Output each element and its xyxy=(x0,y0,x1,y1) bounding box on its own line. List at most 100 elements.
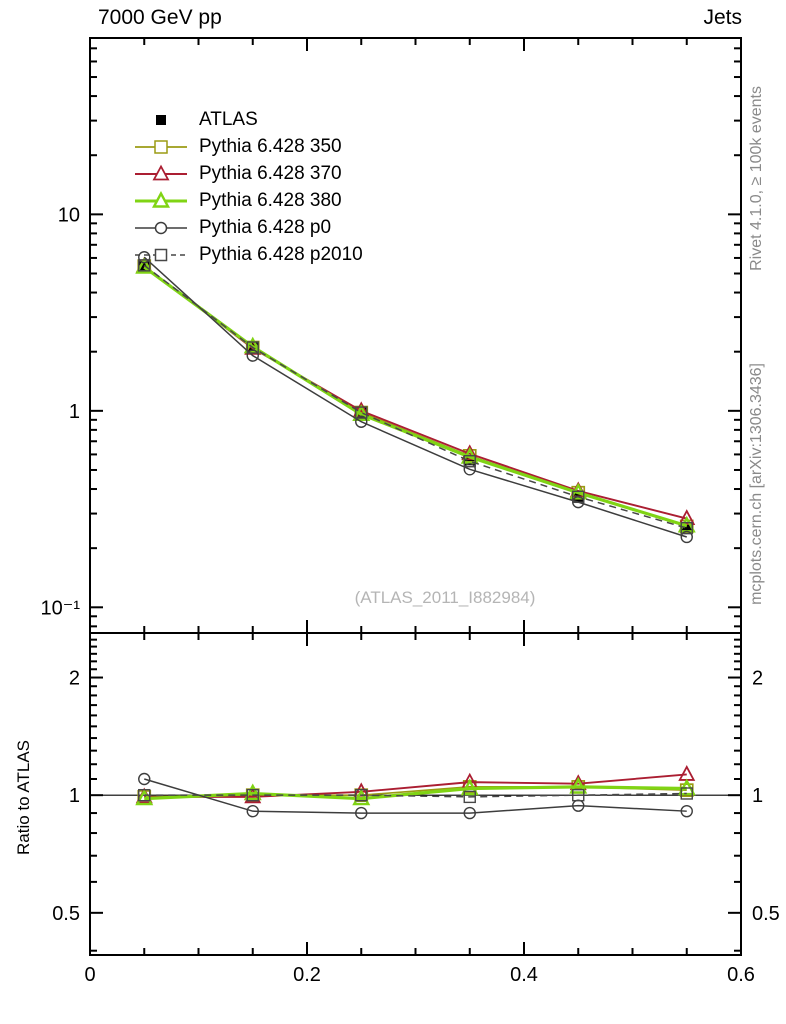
data-marker-square-open xyxy=(680,521,693,535)
data-marker-triangle-open xyxy=(678,765,696,781)
legend-item-pythia-6-428-350: Pythia 6.428 350 xyxy=(133,133,363,160)
data-marker-square-filled xyxy=(464,455,475,466)
legend-marker-icon xyxy=(135,164,187,180)
series-line-main xyxy=(143,256,687,538)
analysis-watermark: (ATLAS_2011_I882984) xyxy=(354,588,536,607)
ratio-axis-label: Ratio to ATLAS xyxy=(12,700,36,895)
data-marker-circle-open xyxy=(572,495,585,509)
legend-item-pythia-6-428-370: Pythia 6.428 370 xyxy=(133,160,363,187)
series-line-main xyxy=(143,265,688,528)
data-marker-circle-open xyxy=(246,804,259,818)
data-marker-triangle-open xyxy=(569,776,588,794)
data-marker-triangle-open xyxy=(244,338,262,355)
series-line-ratio xyxy=(144,773,687,798)
data-marker-circle-open xyxy=(680,530,693,544)
data-marker-triangle-open xyxy=(678,509,696,525)
data-marker-square-filled xyxy=(681,524,692,535)
data-marker-square-open xyxy=(355,406,368,419)
data-marker-triangle-open xyxy=(352,788,371,806)
data-marker-circle-open xyxy=(463,806,476,820)
data-marker-circle-open xyxy=(246,349,259,362)
data-marker-circle-open xyxy=(572,799,585,812)
legend-marker-icon xyxy=(135,139,187,154)
data-marker-triangle-open xyxy=(243,336,262,354)
series-pythia-6-428-p2010 xyxy=(138,259,693,804)
data-marker-square-open xyxy=(137,790,152,804)
x-tick-label: 0.2 xyxy=(293,964,321,986)
data-marker-square-open xyxy=(246,341,259,354)
series-line-ratio xyxy=(144,785,687,801)
data-marker-square-open xyxy=(245,340,260,355)
ratio-y-tick-label-left: 2 xyxy=(69,668,80,690)
legend-item-atlas: ATLAS xyxy=(133,106,363,133)
data-marker-triangle-open xyxy=(243,783,262,801)
beam-title: 7000 GeV pp xyxy=(98,6,222,29)
data-marker-square-open xyxy=(354,788,369,803)
data-marker-triangle-open xyxy=(569,774,587,791)
data-marker-circle-open xyxy=(355,806,368,820)
legend-label: Pythia 6.428 380 xyxy=(199,189,342,211)
ratio-axis-label-text: Ratio to ATLAS xyxy=(14,740,33,855)
series-line-ratio xyxy=(144,778,687,814)
ratio-y-tick-label-left: 0.5 xyxy=(52,903,80,925)
data-marker-square-open xyxy=(463,455,476,468)
ratio-panel-frame xyxy=(89,632,742,956)
data-marker-square-open xyxy=(154,248,168,261)
legend-label: Pythia 6.428 p0 xyxy=(199,216,332,238)
data-marker-square-filled xyxy=(156,114,166,125)
data-marker-square-open xyxy=(462,780,477,794)
series-line-main xyxy=(143,265,687,520)
data-marker-square-open xyxy=(571,485,586,500)
data-marker-square-filled xyxy=(247,342,258,353)
data-marker-square-open xyxy=(571,780,586,794)
mcplots-arxiv-text: mcplots.cern.ch [arXiv:1306.3436] xyxy=(748,363,765,605)
legend-marker-icon xyxy=(135,248,187,261)
data-marker-square-open xyxy=(572,490,585,504)
legend-label: Pythia 6.428 p2010 xyxy=(199,243,363,265)
data-marker-triangle-open xyxy=(135,788,154,806)
process-title: Jets xyxy=(703,6,742,29)
data-marker-square-open xyxy=(680,787,693,800)
data-marker-square-open xyxy=(354,405,369,420)
legend-label: ATLAS xyxy=(199,108,258,130)
data-marker-square-open xyxy=(245,788,260,803)
data-marker-triangle-open xyxy=(461,772,479,789)
main-y-tick-label: 10 xyxy=(58,204,80,226)
data-marker-triangle-open xyxy=(569,481,587,498)
data-marker-square-open xyxy=(138,788,151,802)
series-line-main xyxy=(143,265,688,528)
data-marker-square-open xyxy=(154,139,168,154)
data-marker-circle-open xyxy=(138,772,151,786)
data-marker-triangle-open xyxy=(352,401,370,418)
series-pythia-6-428-370 xyxy=(135,256,696,804)
data-marker-triangle-open xyxy=(244,787,262,804)
ratio-y-tick-label-left: 1 xyxy=(69,785,80,807)
main-y-tick-label: 10⁻¹ xyxy=(41,597,81,619)
data-marker-triangle-open xyxy=(460,446,479,464)
x-tick-label: 0.4 xyxy=(510,964,538,986)
data-marker-square-open xyxy=(246,788,259,802)
data-marker-triangle-open xyxy=(135,787,153,804)
series-pythia-6-428-380 xyxy=(135,257,696,806)
data-marker-triangle-open xyxy=(152,164,170,180)
ratio-y-tick-label-right: 1 xyxy=(752,785,763,807)
data-marker-square-open xyxy=(679,519,694,534)
legend-item-pythia-6-428-p0: Pythia 6.428 p0 xyxy=(133,214,363,241)
data-marker-square-open xyxy=(572,788,585,802)
rivet-version-note: Rivet 4.1.0, ≥ 100k events xyxy=(746,32,768,324)
rivet-version-text: Rivet 4.1.0, ≥ 100k events xyxy=(748,85,765,271)
series-pythia-6-428-350 xyxy=(137,259,694,804)
data-marker-triangle-open xyxy=(460,778,479,796)
x-tick-label: 0 xyxy=(84,964,95,986)
data-marker-circle-open xyxy=(463,463,476,476)
x-tick-label: 0.6 xyxy=(727,964,755,986)
data-marker-square-open xyxy=(463,790,476,804)
series-line-ratio xyxy=(144,792,687,798)
data-marker-square-filled xyxy=(573,491,584,502)
legend-label: Pythia 6.428 350 xyxy=(199,135,342,157)
series-line-ratio xyxy=(144,786,687,798)
ratio-y-tick-label-right: 2 xyxy=(752,668,763,690)
data-marker-triangle-open xyxy=(677,515,696,533)
